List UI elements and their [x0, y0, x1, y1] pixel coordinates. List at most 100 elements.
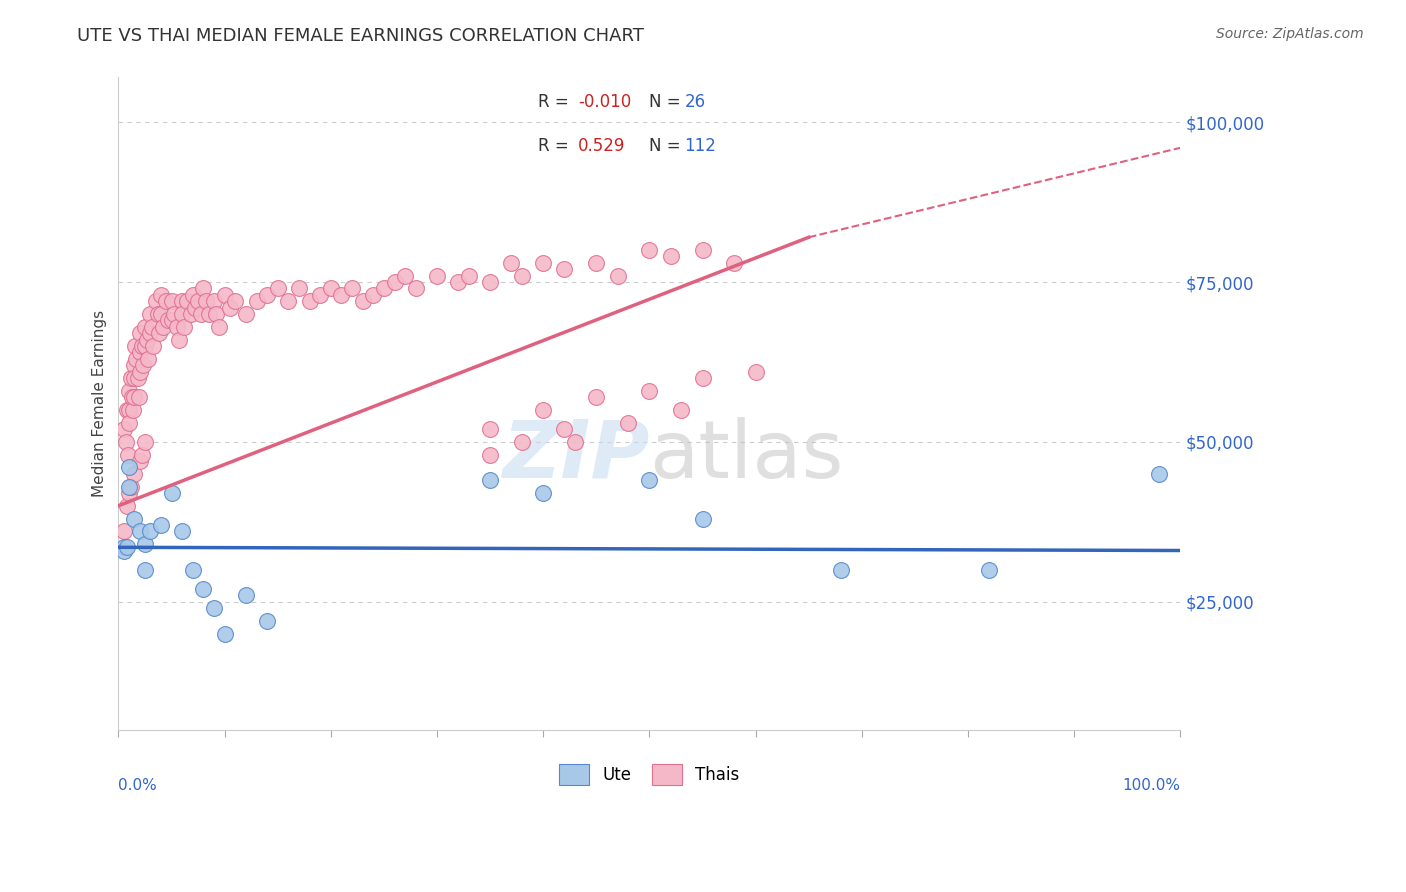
Point	[145, 294, 167, 309]
Point	[127, 371, 149, 385]
Point	[479, 422, 502, 436]
Point	[405, 281, 427, 295]
Point	[479, 448, 502, 462]
Point	[979, 563, 1001, 577]
Point	[128, 390, 150, 404]
Point	[172, 294, 194, 309]
Point	[172, 307, 194, 321]
Point	[122, 402, 145, 417]
Point	[638, 243, 661, 257]
Text: 26: 26	[685, 94, 706, 112]
Point	[120, 371, 142, 385]
Point	[120, 479, 142, 493]
Text: 0.0%: 0.0%	[118, 779, 157, 793]
Point	[352, 294, 374, 309]
Point	[510, 268, 533, 283]
Point	[235, 588, 257, 602]
Point	[692, 371, 714, 385]
Point	[160, 313, 183, 327]
Point	[1147, 467, 1170, 481]
Point	[394, 268, 416, 283]
Text: 100.0%: 100.0%	[1122, 779, 1181, 793]
Text: UTE VS THAI MEDIAN FEMALE EARNINGS CORRELATION CHART: UTE VS THAI MEDIAN FEMALE EARNINGS CORRE…	[77, 27, 644, 45]
Point	[638, 384, 661, 398]
Text: 0.529: 0.529	[578, 136, 626, 155]
Y-axis label: Median Female Earnings: Median Female Earnings	[93, 310, 107, 497]
Point	[181, 287, 204, 301]
Point	[134, 537, 156, 551]
Point	[118, 416, 141, 430]
Point	[659, 249, 682, 263]
Point	[149, 287, 172, 301]
Point	[180, 307, 202, 321]
Point	[245, 294, 267, 309]
Point	[194, 294, 217, 309]
Point	[426, 268, 449, 283]
Point	[139, 307, 162, 321]
Point	[224, 294, 246, 309]
Point	[157, 313, 180, 327]
Point	[128, 345, 150, 359]
Point	[125, 351, 148, 366]
Point	[124, 511, 146, 525]
Point	[692, 243, 714, 257]
Point	[363, 287, 385, 301]
Point	[384, 275, 406, 289]
Point	[617, 416, 640, 430]
Point	[149, 517, 172, 532]
Point	[447, 275, 470, 289]
Point	[148, 326, 170, 340]
Point	[256, 287, 278, 301]
Point	[118, 479, 141, 493]
Point	[219, 301, 242, 315]
Point	[479, 473, 502, 487]
Point	[267, 281, 290, 295]
Point	[298, 294, 321, 309]
Legend: Ute, Thais: Ute, Thais	[551, 756, 748, 793]
Point	[146, 307, 169, 321]
Point	[128, 524, 150, 539]
Point	[124, 358, 146, 372]
Point	[606, 268, 628, 283]
Point	[723, 256, 745, 270]
Point	[141, 319, 163, 334]
Point	[149, 307, 172, 321]
Point	[585, 390, 607, 404]
Point	[121, 390, 143, 404]
Point	[134, 434, 156, 449]
Point	[118, 402, 141, 417]
Point	[202, 601, 225, 615]
Point	[160, 486, 183, 500]
Point	[181, 563, 204, 577]
Point	[115, 402, 138, 417]
Point	[744, 364, 766, 378]
Point	[124, 390, 146, 404]
Point	[531, 256, 554, 270]
Point	[340, 281, 363, 295]
Point	[235, 307, 257, 321]
Point	[112, 541, 135, 555]
Point	[373, 281, 395, 295]
Point	[671, 402, 693, 417]
Point	[118, 486, 141, 500]
Point	[131, 448, 153, 462]
Point	[585, 256, 607, 270]
Point	[115, 541, 138, 555]
Point	[166, 319, 188, 334]
Point	[309, 287, 332, 301]
Point	[167, 333, 190, 347]
Point	[830, 563, 852, 577]
Point	[142, 339, 165, 353]
Point	[134, 319, 156, 334]
Point	[501, 256, 523, 270]
Point	[128, 326, 150, 340]
Point	[197, 307, 219, 321]
Text: N =: N =	[650, 136, 686, 155]
Point	[134, 563, 156, 577]
Point	[193, 582, 215, 596]
Point	[152, 319, 174, 334]
Point	[139, 524, 162, 539]
Point	[124, 467, 146, 481]
Point	[531, 402, 554, 417]
Point	[112, 524, 135, 539]
